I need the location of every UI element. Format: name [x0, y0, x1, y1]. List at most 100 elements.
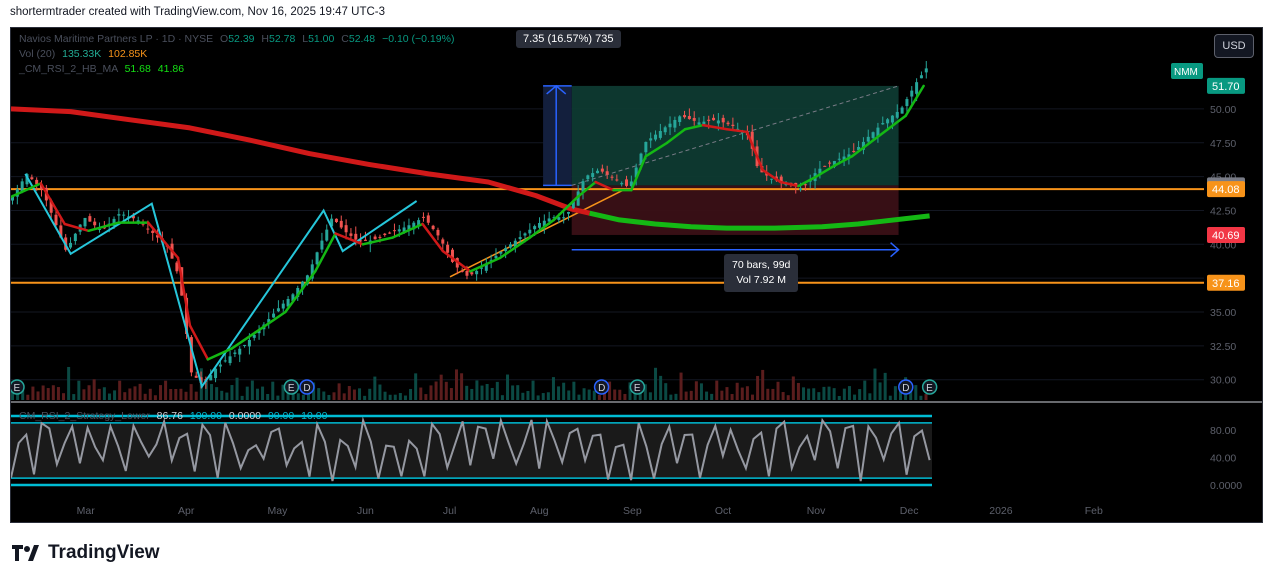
- rsi-value-1: 51.68: [124, 63, 151, 75]
- price-axis-tick: 30.00: [1210, 375, 1236, 387]
- volume-bar: [853, 394, 857, 400]
- rsi-ma-line: [391, 222, 424, 239]
- candle-body: [668, 123, 672, 128]
- volume-bar: [781, 392, 785, 400]
- candle-body: [779, 176, 783, 182]
- event-marker-dividend: [299, 379, 315, 395]
- rsi-legend[interactable]: _CM_RSI_2_HB_MA 51.68 41.86: [19, 62, 184, 76]
- rsi-ma-line: [206, 347, 233, 361]
- volume-bar: [756, 375, 760, 400]
- volume-bar: [77, 380, 81, 400]
- candle-body: [305, 275, 309, 285]
- currency-button[interactable]: USD: [1214, 34, 1254, 58]
- volume-bar: [771, 388, 775, 400]
- candle-body: [842, 156, 846, 160]
- candle-body: [412, 222, 416, 230]
- volume-bar: [220, 390, 224, 400]
- volume-bar: [730, 394, 734, 400]
- rsi-ma-line: [868, 127, 890, 145]
- candle-body: [185, 297, 189, 335]
- rsi-ma-line: [176, 256, 192, 327]
- oscillator-legend[interactable]: CM_RSI_2_Strategy_Lower 86.76 100.00 0.0…: [19, 409, 327, 423]
- author-line: shortermtrader created with TradingView.…: [10, 6, 385, 18]
- ma-200-line: [11, 106, 591, 216]
- volume-bar: [158, 385, 162, 400]
- volume-bar: [873, 368, 877, 400]
- event-marker-earnings: [921, 379, 938, 395]
- volume-bar: [56, 387, 60, 400]
- volume-bar: [924, 394, 928, 400]
- osc-value-5: 10.00: [301, 410, 328, 422]
- rsi-ma-line: [313, 232, 337, 273]
- candle-body: [721, 117, 725, 123]
- candle-body: [596, 170, 600, 174]
- candle-body: [421, 216, 425, 218]
- price-chart[interactable]: EEDDEDE30.0032.5035.0037.5040.0042.5045.…: [11, 28, 1263, 523]
- volume-bar: [41, 385, 45, 400]
- rsi-name: _CM_RSI_2_HB_MA: [19, 63, 118, 75]
- candle-body: [832, 161, 836, 167]
- oscillator-axis-tick: 0.0000: [1210, 480, 1242, 492]
- candle-body: [576, 191, 580, 206]
- price-axis-tick: 32.50: [1210, 341, 1236, 353]
- candle-body: [228, 356, 232, 364]
- volume-bar: [133, 386, 137, 400]
- chart-frame[interactable]: EEDDEDE30.0032.5035.0037.5040.0042.5045.…: [10, 27, 1263, 523]
- legend-close-label: C: [341, 33, 349, 45]
- rsi-ma-line: [254, 310, 287, 334]
- time-axis-tick: Oct: [715, 505, 731, 517]
- time-axis-tick: Nov: [807, 505, 826, 517]
- rsi-ma-line: [576, 180, 597, 199]
- event-marker-label: E: [634, 383, 641, 394]
- time-axis-tick: Mar: [77, 505, 96, 517]
- candle-body: [397, 229, 401, 232]
- candle-body: [69, 242, 73, 248]
- candle-body: [383, 233, 387, 236]
- candle-body: [325, 229, 329, 241]
- rsi-ma-line: [87, 221, 120, 233]
- rsi-ma-line: [725, 127, 749, 134]
- candle-body: [194, 375, 198, 378]
- candle-body: [634, 167, 638, 178]
- volume-bar: [62, 393, 66, 400]
- volume-bar: [536, 395, 540, 400]
- range-volume-label: Vol 7.92 M: [736, 274, 786, 286]
- candle-body: [673, 120, 677, 128]
- candle-body: [523, 233, 527, 236]
- event-marker-earnings: [629, 379, 646, 395]
- tradingview-logo[interactable]: TradingView: [12, 542, 160, 564]
- candle-body: [649, 138, 653, 141]
- volume-bar: [786, 395, 790, 400]
- volume-bar: [113, 390, 117, 400]
- volume-bar: [842, 388, 846, 400]
- volume-bar: [602, 388, 606, 400]
- candle-body: [518, 237, 522, 240]
- symbol-legend[interactable]: Navios Maritime Partners LP · 1D · NYSE …: [19, 32, 454, 46]
- candle-body: [402, 227, 406, 233]
- volume-bar: [664, 383, 668, 400]
- candle-body: [286, 298, 290, 307]
- volume-bar: [460, 373, 464, 400]
- volume-bar: [582, 388, 586, 400]
- oscillator-axis-tick: 80.00: [1210, 425, 1236, 437]
- candle-body: [818, 168, 822, 174]
- price-axis-tick: 47.50: [1210, 138, 1236, 150]
- candle-body: [388, 232, 392, 234]
- volume-bar: [240, 395, 244, 400]
- volume-bar: [444, 381, 448, 400]
- candle-body: [49, 200, 53, 213]
- price-badge-label: 51.70: [1212, 81, 1240, 93]
- volume-bar: [485, 383, 489, 400]
- rsi-value-2: 41.86: [157, 63, 185, 75]
- date-range-arrowhead: [890, 242, 900, 258]
- candle-body: [620, 183, 624, 185]
- symbol-badge-label: NMM: [1174, 67, 1198, 78]
- event-marker-label: D: [598, 383, 605, 394]
- candle-body: [591, 173, 595, 178]
- candle-body: [417, 220, 421, 226]
- candle-body: [334, 218, 338, 223]
- volume-legend[interactable]: Vol (20) 135.33K 102.85K: [19, 47, 147, 61]
- legend-low: 51.00: [308, 33, 335, 45]
- oscillator-band: [11, 422, 932, 479]
- candle-body: [847, 154, 851, 159]
